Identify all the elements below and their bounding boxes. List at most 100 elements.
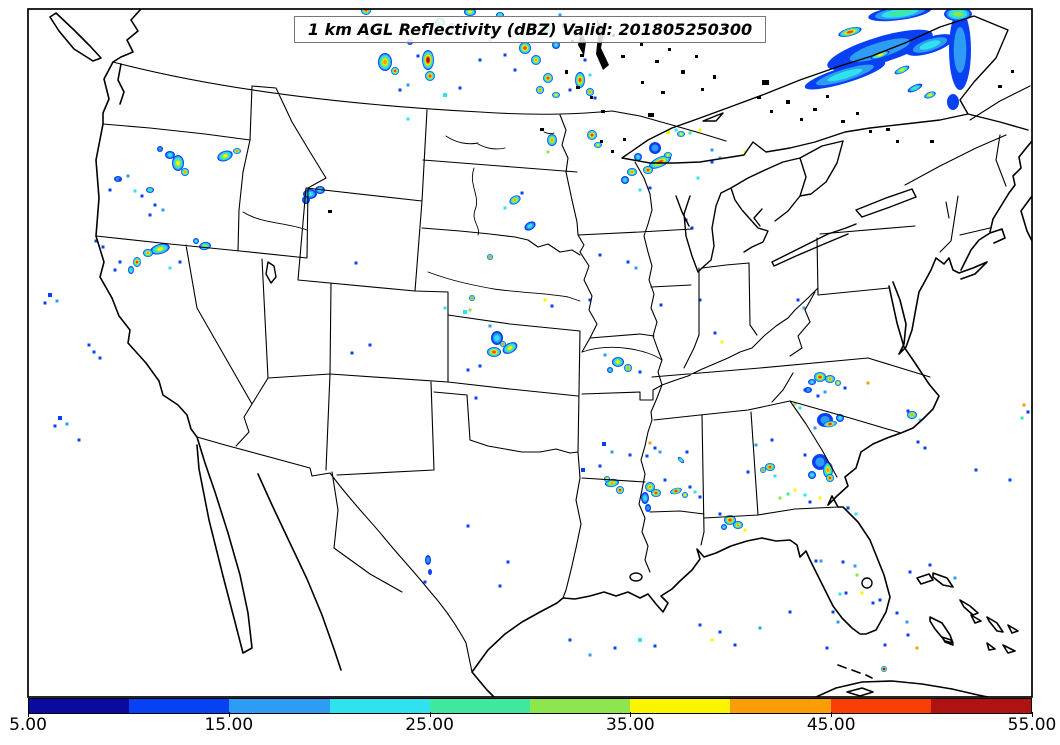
radar-echo-speck xyxy=(416,54,420,58)
radar-echo-cell xyxy=(176,160,180,166)
radar-echo-speck xyxy=(953,576,957,580)
radar-echo-speck xyxy=(908,570,912,574)
radar-echo-speck xyxy=(443,93,447,97)
radar-echo-speck xyxy=(133,189,137,193)
radar-echo-speck xyxy=(48,293,52,297)
radar-echo-cell xyxy=(393,69,397,73)
radar-echo-speck xyxy=(478,364,482,368)
radar-echo-speck xyxy=(816,394,820,398)
radar-echo-cell xyxy=(882,667,886,671)
radar-echo-speck xyxy=(905,620,909,624)
radar-echo-speck xyxy=(140,194,144,198)
radar-echo-cell xyxy=(578,77,582,83)
radar-echo-cell xyxy=(148,188,152,192)
radar-echo-speck xyxy=(653,446,657,450)
radar-echo-cell xyxy=(728,518,732,522)
radar-echo-cell xyxy=(426,57,430,63)
radar-echo-speck xyxy=(823,390,827,394)
colorbar-tick xyxy=(831,712,833,717)
radar-echo-speck xyxy=(718,156,722,160)
radar-echo-cell xyxy=(805,388,811,392)
radar-echo-cell xyxy=(428,74,432,78)
colorbar-segment xyxy=(429,699,531,713)
radar-echo-speck xyxy=(895,611,899,615)
radar-echo-speck xyxy=(808,500,812,504)
radar-echo-cell xyxy=(135,260,139,264)
radar-echo-cell xyxy=(828,422,832,426)
radar-echo-speck xyxy=(813,426,817,430)
radar-echo-speck xyxy=(802,306,806,310)
radar-echo-cell xyxy=(507,346,513,350)
radar-echo-cell xyxy=(674,489,678,493)
radar-echo-cell xyxy=(222,154,228,158)
radar-echo-speck xyxy=(773,474,777,478)
radar-echo-speck xyxy=(693,490,697,494)
radar-echo-speck xyxy=(638,188,642,192)
radar-echo-speck xyxy=(53,424,57,428)
radar-echo-cell xyxy=(654,491,658,495)
radar-echo-speck xyxy=(168,266,172,270)
radar-echo-speck xyxy=(153,203,157,207)
radar-echo-speck xyxy=(648,441,652,445)
radar-echo-cell xyxy=(235,149,239,153)
radar-echo-speck xyxy=(770,438,774,442)
radar-echo-cell xyxy=(513,198,517,202)
radar-echo-speck xyxy=(583,58,587,62)
radar-echo-cell xyxy=(306,191,314,197)
radar-echo-cell xyxy=(815,457,825,467)
radar-echo-speck xyxy=(543,298,547,302)
radar-echo-cell xyxy=(953,11,963,17)
radar-echo-speck xyxy=(871,601,875,605)
radar-echo-cell xyxy=(888,10,912,16)
radar-echo-speck xyxy=(788,610,792,614)
radar-echo-cell xyxy=(648,485,652,489)
radar-echo-cell xyxy=(146,251,150,255)
radar-echo-cell xyxy=(554,93,558,97)
colorbar-tick-label: 55.00 xyxy=(1007,715,1057,735)
radar-echo-cell xyxy=(426,557,430,563)
colorbar-tick-label: 35.00 xyxy=(606,715,655,735)
colorbar-tick-label: 15.00 xyxy=(204,715,254,735)
radar-echo-speck xyxy=(1026,410,1030,414)
radar-echo-speck xyxy=(503,206,507,210)
radar-echo-cell xyxy=(554,43,558,47)
map-geography-layer xyxy=(49,9,1032,697)
radar-echo-speck xyxy=(92,350,96,354)
radar-echo-speck xyxy=(474,396,478,400)
radar-echo-cell xyxy=(761,468,765,472)
radar-echo-speck xyxy=(710,638,714,642)
radar-echo-speck xyxy=(853,564,857,568)
radar-echo-speck xyxy=(838,592,842,596)
radar-echo-speck xyxy=(713,331,717,335)
radar-echo-speck xyxy=(593,96,597,100)
radar-echo-cell xyxy=(596,143,600,147)
radar-echo-speck xyxy=(43,301,47,305)
colorbar-tick xyxy=(1032,712,1033,717)
radar-echo-speck xyxy=(663,478,667,482)
radar-echo-speck xyxy=(648,186,652,190)
radar-echo-cell xyxy=(618,488,622,492)
radar-echo-speck xyxy=(645,454,649,458)
radar-echo-cell xyxy=(910,413,914,417)
radar-echo-speck xyxy=(718,630,722,634)
radar-echo-speck xyxy=(923,446,927,450)
radar-echo-speck xyxy=(626,260,630,264)
radar-echo-cell xyxy=(494,334,500,342)
radar-echo-speck xyxy=(915,646,919,650)
radar-echo-speck xyxy=(628,453,632,457)
title-box: 1 km AGL Reflectivity (dBZ) Valid: 20180… xyxy=(28,16,1032,43)
radar-echo-cell xyxy=(468,10,472,14)
radar-echo-cell xyxy=(590,133,594,137)
radar-echo-cell xyxy=(646,168,650,172)
radar-echo-cell xyxy=(849,38,911,62)
colorbar-tick xyxy=(228,712,230,717)
colorbar-segment xyxy=(29,699,130,713)
reflectivity-colorbar xyxy=(28,698,1032,714)
radar-echo-speck xyxy=(638,638,642,642)
radar-echo-speck xyxy=(793,402,797,406)
radar-echo-speck xyxy=(819,559,823,563)
radar-echo-cell xyxy=(498,13,502,17)
colorbar-tick-label: 5.00 xyxy=(9,715,47,735)
radar-echo-speck xyxy=(844,591,848,595)
radar-echo-speck xyxy=(814,559,818,563)
